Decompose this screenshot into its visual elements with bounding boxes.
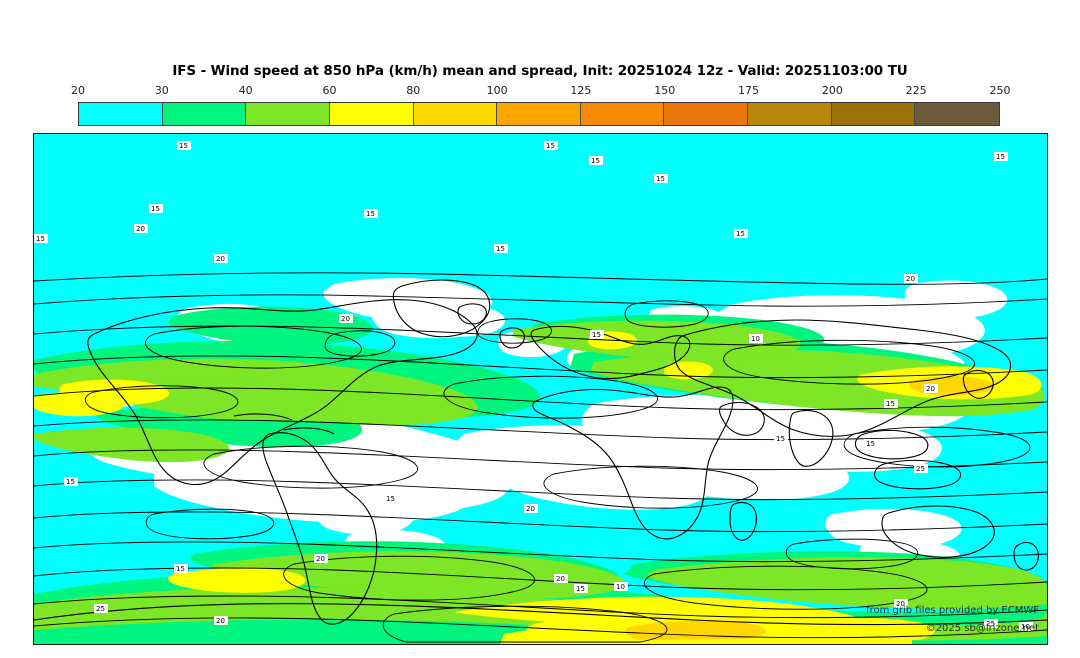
colorbar-tick-150: 150 xyxy=(654,84,676,97)
colorbar-gradient xyxy=(78,102,1000,126)
svg-text:15: 15 xyxy=(996,153,1005,161)
svg-text:15: 15 xyxy=(179,142,188,150)
coastlines xyxy=(34,279,1047,626)
colorbar-segment-125-150 xyxy=(580,103,665,125)
colorbar-segment-80-100 xyxy=(413,103,498,125)
svg-text:20: 20 xyxy=(136,225,145,233)
contour-lines xyxy=(34,272,1047,643)
colorbar-tick-225: 225 xyxy=(905,84,927,97)
colorbar-segment-60-80 xyxy=(329,103,414,125)
svg-text:20: 20 xyxy=(896,600,905,608)
svg-text:10: 10 xyxy=(751,335,760,343)
colorbar-tick-60: 60 xyxy=(322,84,337,97)
svg-text:15: 15 xyxy=(496,245,505,253)
map-layers: 15 15 15 15 15 15 15 15 15 xyxy=(34,134,1047,644)
page-title: IFS - Wind speed at 850 hPa (km/h) mean … xyxy=(172,63,908,79)
svg-text:15: 15 xyxy=(592,331,601,339)
svg-text:25: 25 xyxy=(96,605,105,613)
svg-text:20: 20 xyxy=(216,255,225,263)
svg-text:20: 20 xyxy=(316,555,325,563)
colorbar-legend: 20 30 40 60 80 100 125 150 175 200 225 250 xyxy=(71,84,1011,128)
colorbar-segment-175-200 xyxy=(748,103,832,125)
svg-text:15: 15 xyxy=(176,565,185,573)
colorbar-segment-150-175 xyxy=(664,103,749,125)
svg-text:20: 20 xyxy=(216,617,225,625)
svg-text:15: 15 xyxy=(866,440,875,448)
colorbar-tick-250: 250 xyxy=(989,84,1011,97)
map-field-rendering: 15 15 15 15 15 15 15 15 15 xyxy=(34,134,1047,644)
svg-text:15: 15 xyxy=(151,205,160,213)
colorbar-segment-30-40 xyxy=(162,103,247,125)
colorbar-tick-20: 20 xyxy=(71,84,85,97)
svg-text:15: 15 xyxy=(736,230,745,238)
svg-text:15: 15 xyxy=(656,175,665,183)
colorbar-tick-200: 200 xyxy=(821,84,843,97)
svg-text:10: 10 xyxy=(1021,623,1030,631)
colorbar-segment-200-225 xyxy=(831,103,916,125)
svg-text:15: 15 xyxy=(591,157,600,165)
svg-text:20: 20 xyxy=(526,505,535,513)
svg-text:15: 15 xyxy=(36,235,45,243)
svg-text:20: 20 xyxy=(906,275,915,283)
svg-text:25: 25 xyxy=(916,465,925,473)
colorbar-segment-100-125 xyxy=(497,103,581,125)
colorbar-tick-175: 175 xyxy=(738,84,760,97)
colorbar-segment-40-60 xyxy=(246,103,330,125)
svg-text:20: 20 xyxy=(556,575,565,583)
contour-value-labels: 15 15 15 15 15 15 15 15 15 xyxy=(34,141,1033,631)
colorbar-tick-40: 40 xyxy=(238,84,253,97)
colorbar-tick-80: 80 xyxy=(406,84,421,97)
map-canvas[interactable]: 15 15 15 15 15 15 15 15 15 xyxy=(33,133,1048,645)
svg-text:15: 15 xyxy=(66,478,75,486)
svg-text:15: 15 xyxy=(776,435,785,443)
data-source-attribution: from grib files provided by ECMWF xyxy=(866,605,1039,616)
svg-text:15: 15 xyxy=(366,210,375,218)
svg-text:25: 25 xyxy=(986,620,995,628)
svg-text:10: 10 xyxy=(616,583,625,591)
svg-text:15: 15 xyxy=(576,585,585,593)
svg-text:15: 15 xyxy=(546,142,555,150)
colorbar-tick-30: 30 xyxy=(154,84,169,97)
svg-text:15: 15 xyxy=(386,495,395,503)
colorbar-segment-225-250 xyxy=(915,103,1000,125)
svg-text:20: 20 xyxy=(341,315,350,323)
colorbar-tick-100: 100 xyxy=(486,84,508,97)
svg-text:20: 20 xyxy=(926,385,935,393)
colorbar-tick-125: 125 xyxy=(570,84,592,97)
svg-text:15: 15 xyxy=(886,400,895,408)
colorbar-tick-labels: 20 30 40 60 80 100 125 150 175 200 225 250 xyxy=(71,84,1011,100)
colorbar-segment-20-30 xyxy=(79,103,163,125)
copyright-attribution: ©2025 sb@irizone.net xyxy=(925,623,1039,634)
